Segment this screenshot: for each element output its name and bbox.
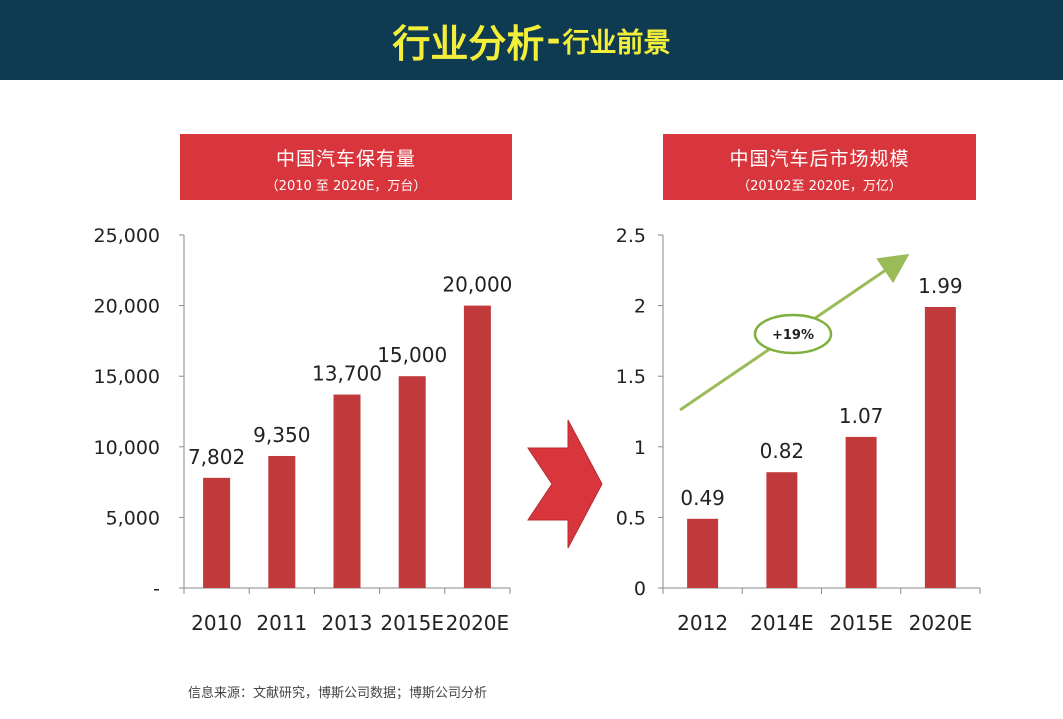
y-tick-label: 0 [634,578,646,600]
y-tick-label: 5,000 [106,507,160,529]
data-label: 13,700 [312,362,382,386]
x-tick-label: 2014E [750,611,814,635]
data-label: 0.82 [760,439,805,463]
y-tick-label: 0.5 [616,507,646,529]
bar [845,436,877,588]
right-chart-banner: 中国汽车后市场规模 （20102至 2020E，万亿） [663,134,976,200]
data-label: 20,000 [442,273,512,297]
data-label: 9,350 [253,423,310,447]
bar [463,305,491,588]
x-tick-label: 2012 [677,611,728,635]
transition-arrow-icon [527,419,603,549]
bar [398,376,426,588]
left-chart-subtitle: （2010 至 2020E，万台） [265,179,427,194]
y-tick-label: 2 [634,296,646,318]
growth-badge-label: +19% [772,328,814,343]
y-tick-label: 2.5 [616,225,646,247]
right-chart-title: 中国汽车后市场规模 [729,148,910,170]
page-subtitle: 行业前景 [562,27,671,59]
left-chart-banner: 中国汽车保有量 （2010 至 2020E，万台） [180,134,512,200]
left-chart-title: 中国汽车保有量 [275,148,416,170]
growth-badge [753,313,833,355]
data-label: 1.07 [839,404,884,428]
title-separator: - [546,20,561,60]
y-tick-label: 15,000 [94,366,160,388]
data-label: 0.49 [680,486,725,510]
right-bar-chart: 0 0.5 1 1.5 2 2.5 0.49 2012 0.82 2014E 1.07 2015E 1.… [616,225,981,635]
source-note: 信息来源：文献研究，博斯公司数据；博斯公司分析 [188,686,488,701]
bar [268,455,296,588]
data-label: 7,802 [188,445,245,469]
x-tick-label: 2020E [909,611,973,635]
y-tick-label: 25,000 [94,225,160,247]
x-tick-label: 2013 [322,611,373,635]
y-tick-label: 20,000 [94,296,160,318]
bar [203,477,231,588]
bar [333,394,361,588]
page-title: 行业分析 [392,21,545,66]
data-label: 15,000 [377,343,447,367]
x-tick-label: 2020E [446,611,510,635]
y-tick-label: 1.5 [616,366,646,388]
y-tick-label: - [153,578,160,600]
left-bar-chart: - 5,000 10,000 15,000 20,000 25,000 7,802 2010 9… [94,225,513,635]
x-tick-label: 2015E [380,611,444,635]
y-tick-label: 10,000 [94,437,160,459]
right-chart-subtitle: （20102至 2020E，万亿） [737,179,902,194]
bar [766,472,798,588]
data-label: 1.99 [918,274,963,298]
bar [924,307,956,588]
x-tick-label: 2015E [829,611,893,635]
x-tick-label: 2010 [191,611,242,635]
x-tick-label: 2011 [256,611,307,635]
y-tick-label: 1 [634,437,646,459]
header-bar: 行业分析 - 行业前景 [0,0,1063,80]
bar [687,518,719,588]
